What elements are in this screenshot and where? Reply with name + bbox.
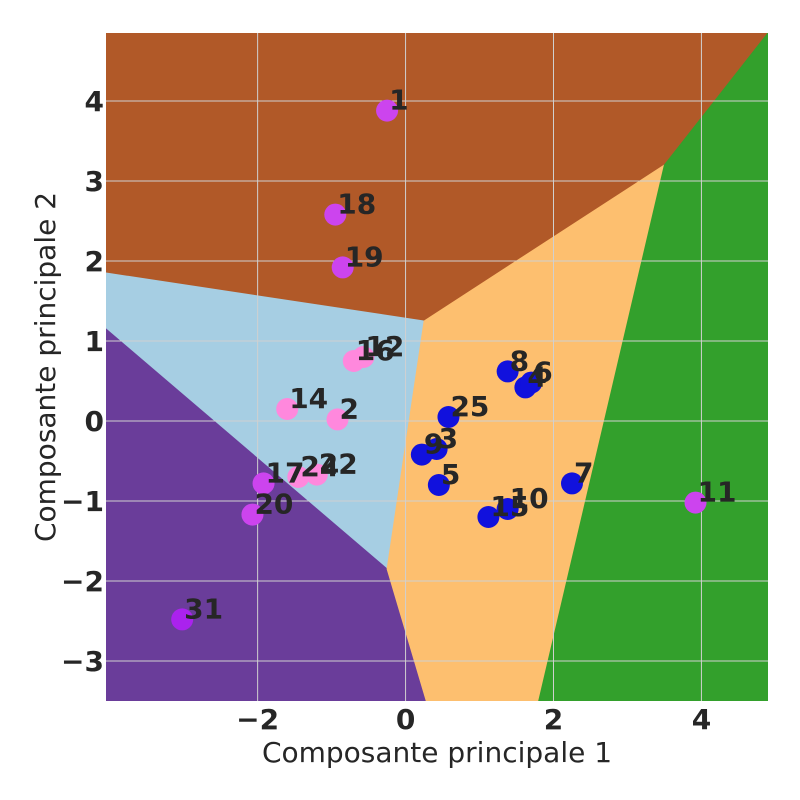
y-tick-label: −1	[61, 485, 104, 518]
data-point-17	[252, 472, 275, 495]
point-label-5: 5	[441, 458, 460, 491]
y-tick-label: 4	[85, 85, 104, 118]
data-point-15	[477, 506, 500, 528]
y-tick-label: 2	[85, 245, 104, 278]
data-point-1	[376, 99, 399, 122]
data-point-2	[326, 408, 349, 431]
y-axis-title: Composante principale 2	[29, 192, 62, 542]
point-label-15: 15	[490, 490, 529, 523]
data-point-11	[684, 491, 707, 514]
y-tick-label: 1	[85, 325, 104, 358]
point-label-25: 25	[450, 390, 489, 423]
data-point-24	[287, 466, 310, 488]
point-label-31: 31	[184, 592, 223, 625]
data-point-19	[331, 256, 354, 279]
region-purple	[106, 328, 427, 701]
data-point-7	[560, 472, 583, 495]
y-tick-label: −3	[61, 645, 104, 678]
point-label-2: 2	[340, 392, 359, 425]
data-point-6	[520, 371, 543, 394]
point-label-9: 9	[424, 428, 443, 461]
point-label-14: 14	[289, 382, 328, 415]
x-tick-label: 2	[544, 703, 563, 736]
decision-regions	[106, 33, 768, 701]
point-label-1: 1	[389, 84, 408, 117]
point-label-24: 24	[300, 450, 339, 483]
y-tick-label: −2	[61, 565, 104, 598]
point-label-17: 17	[266, 456, 305, 489]
data-point-18	[324, 203, 347, 226]
region-orange	[386, 163, 666, 701]
data-point-22	[305, 463, 328, 486]
data-point-20	[241, 503, 264, 526]
point-label-4: 4	[527, 360, 546, 393]
point-label-19: 19	[345, 240, 384, 273]
grid-lines	[106, 33, 768, 701]
point-label-7: 7	[574, 456, 593, 489]
y-tick-label: 0	[85, 405, 104, 438]
point-label-8: 8	[510, 344, 529, 377]
data-point-31	[171, 608, 194, 631]
x-tick-label: 0	[396, 703, 415, 736]
data-point-8	[496, 360, 519, 383]
point-label-3: 3	[439, 422, 458, 455]
point-label-16: 16	[356, 334, 395, 367]
region-green	[538, 33, 768, 701]
point-label-22: 22	[319, 448, 358, 481]
y-tick-label: 3	[85, 165, 104, 198]
data-point-5	[427, 474, 450, 496]
point-label-20: 20	[254, 488, 293, 521]
x-tick-label: −2	[236, 703, 279, 736]
point-label-12: 12	[365, 330, 404, 363]
point-label-18: 18	[337, 188, 376, 221]
data-point-10	[496, 498, 519, 520]
x-tick-label: 4	[692, 703, 711, 736]
x-axis-title: Composante principale 1	[262, 736, 612, 769]
point-label-11: 11	[698, 476, 737, 509]
data-point-14	[276, 398, 299, 420]
data-point-12	[352, 346, 375, 368]
point-label-10: 10	[510, 482, 549, 515]
data-point-25	[437, 406, 460, 428]
point-label-6: 6	[533, 356, 552, 389]
data-point-3	[425, 438, 448, 460]
